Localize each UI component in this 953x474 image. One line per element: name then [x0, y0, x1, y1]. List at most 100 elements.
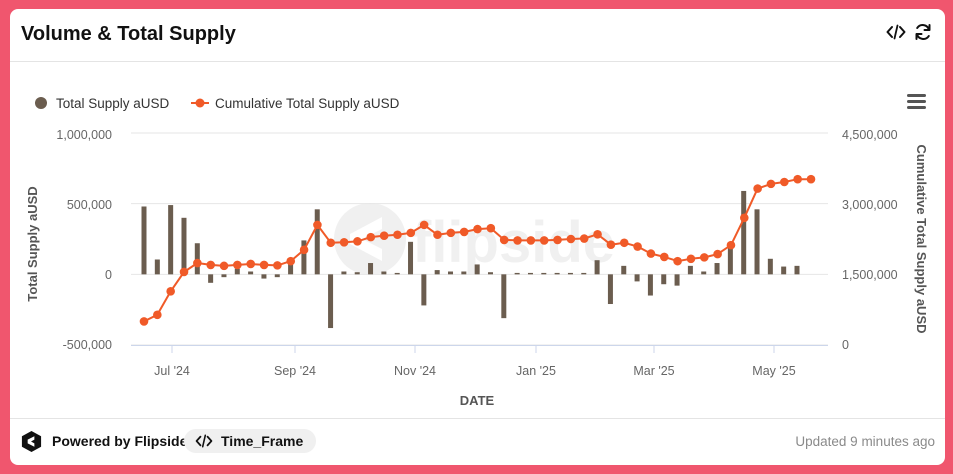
- card-header: Volume & Total Supply: [10, 9, 945, 62]
- line-point: [233, 260, 242, 270]
- bar: [781, 266, 787, 275]
- card-footer: Powered by Flipside Time_Frame Updated 9…: [10, 418, 945, 465]
- y-tick-right: 3,000,000: [842, 198, 898, 212]
- x-tick: Jan '25: [516, 364, 556, 378]
- bar: [248, 271, 254, 275]
- line-point: [366, 232, 376, 242]
- bar: [261, 274, 267, 279]
- chart-svg: flipside 1,000,000 500,000 0 -500,000 4,…: [25, 94, 929, 408]
- line-point: [633, 242, 642, 251]
- bar: [221, 274, 227, 278]
- x-tick: May '25: [752, 364, 795, 378]
- bar: [754, 209, 760, 275]
- legend-swatch-line-marker: [195, 98, 205, 108]
- code-icon[interactable]: [886, 22, 906, 42]
- y-tick-right: 0: [842, 338, 849, 352]
- bar: [434, 270, 440, 275]
- y-tick-right: 4,500,000: [842, 128, 898, 142]
- line-point: [379, 231, 389, 241]
- y-tick-left: -500,000: [63, 338, 112, 352]
- card-title: Volume & Total Supply: [21, 23, 236, 45]
- line-point: [606, 240, 616, 249]
- bar: [541, 272, 547, 275]
- bar: [394, 272, 400, 275]
- refresh-icon[interactable]: [913, 22, 933, 42]
- line-point: [339, 237, 349, 247]
- line-point: [513, 236, 522, 245]
- bar: [421, 274, 427, 306]
- line-point: [686, 254, 696, 264]
- line-point: [646, 249, 656, 258]
- bar: [554, 272, 560, 275]
- line-point: [299, 245, 309, 255]
- hamburger-menu-icon[interactable]: [907, 94, 926, 109]
- bar: [141, 206, 147, 275]
- line-point: [166, 286, 175, 296]
- bar: [647, 274, 653, 296]
- bar: [314, 209, 320, 275]
- bar: [567, 272, 573, 275]
- bar: [487, 272, 493, 275]
- legend-item-bar[interactable]: Total Supply aUSD: [35, 96, 170, 111]
- line-point: [673, 256, 682, 266]
- bar: [741, 190, 747, 275]
- line-point: [486, 223, 496, 233]
- flipside-watermark: flipside: [334, 203, 615, 275]
- watermark-text: flipside: [412, 210, 615, 275]
- bar: [661, 274, 667, 285]
- line-point: [526, 236, 536, 245]
- line-point: [740, 213, 749, 223]
- line-point: [699, 253, 709, 262]
- line-point: [553, 235, 562, 245]
- bar: [767, 258, 773, 275]
- line-point: [246, 259, 256, 269]
- line-point: [313, 220, 322, 230]
- y-axis-label-right: Cumulative Total Supply aUSD: [914, 144, 929, 333]
- bar: [328, 274, 334, 329]
- bar: [674, 274, 680, 286]
- bar: [168, 205, 174, 275]
- bar: [341, 271, 347, 275]
- chart-area: flipside 1,000,000 500,000 0 -500,000 4,…: [10, 62, 945, 418]
- bar: [208, 274, 214, 283]
- line-point: [139, 317, 149, 326]
- bar: [581, 272, 587, 275]
- bar: [701, 271, 707, 275]
- bar: [354, 272, 360, 275]
- line-point: [793, 174, 802, 184]
- line-point: [659, 252, 669, 262]
- line-point: [726, 240, 736, 250]
- line-point: [473, 224, 482, 234]
- line-point: [326, 238, 336, 248]
- line-point: [433, 230, 442, 240]
- bar: [634, 274, 640, 282]
- line-point: [219, 261, 229, 271]
- bar: [288, 263, 294, 275]
- x-tick: Mar '25: [633, 364, 674, 378]
- bar: [621, 265, 627, 275]
- legend-swatch-bar: [35, 97, 47, 109]
- bar: [461, 271, 467, 275]
- bar: [181, 217, 187, 275]
- line-point: [419, 220, 429, 230]
- line-point: [619, 238, 629, 248]
- bar: [274, 274, 280, 278]
- line-point: [406, 228, 416, 238]
- flipside-logo-icon: [21, 430, 42, 452]
- bar: [514, 272, 520, 275]
- line-point: [206, 260, 215, 270]
- chart-card: Volume & Total Supply flipside 1,000,000: [10, 9, 945, 465]
- y-tick-right: 1,500,000: [842, 268, 898, 282]
- x-tick: Jul '24: [154, 364, 190, 378]
- updated-timestamp: Updated 9 minutes ago: [795, 434, 935, 449]
- bar: [727, 244, 733, 275]
- line-point: [286, 256, 296, 266]
- bar: [448, 271, 454, 275]
- bar: [408, 241, 414, 275]
- time-frame-pill[interactable]: Time_Frame: [184, 429, 317, 453]
- line-point: [780, 177, 789, 187]
- line-point: [459, 227, 469, 237]
- powered-by[interactable]: Powered by Flipside: [20, 429, 187, 453]
- legend-item-line[interactable]: Cumulative Total Supply aUSD: [191, 96, 400, 111]
- bar: [154, 259, 160, 275]
